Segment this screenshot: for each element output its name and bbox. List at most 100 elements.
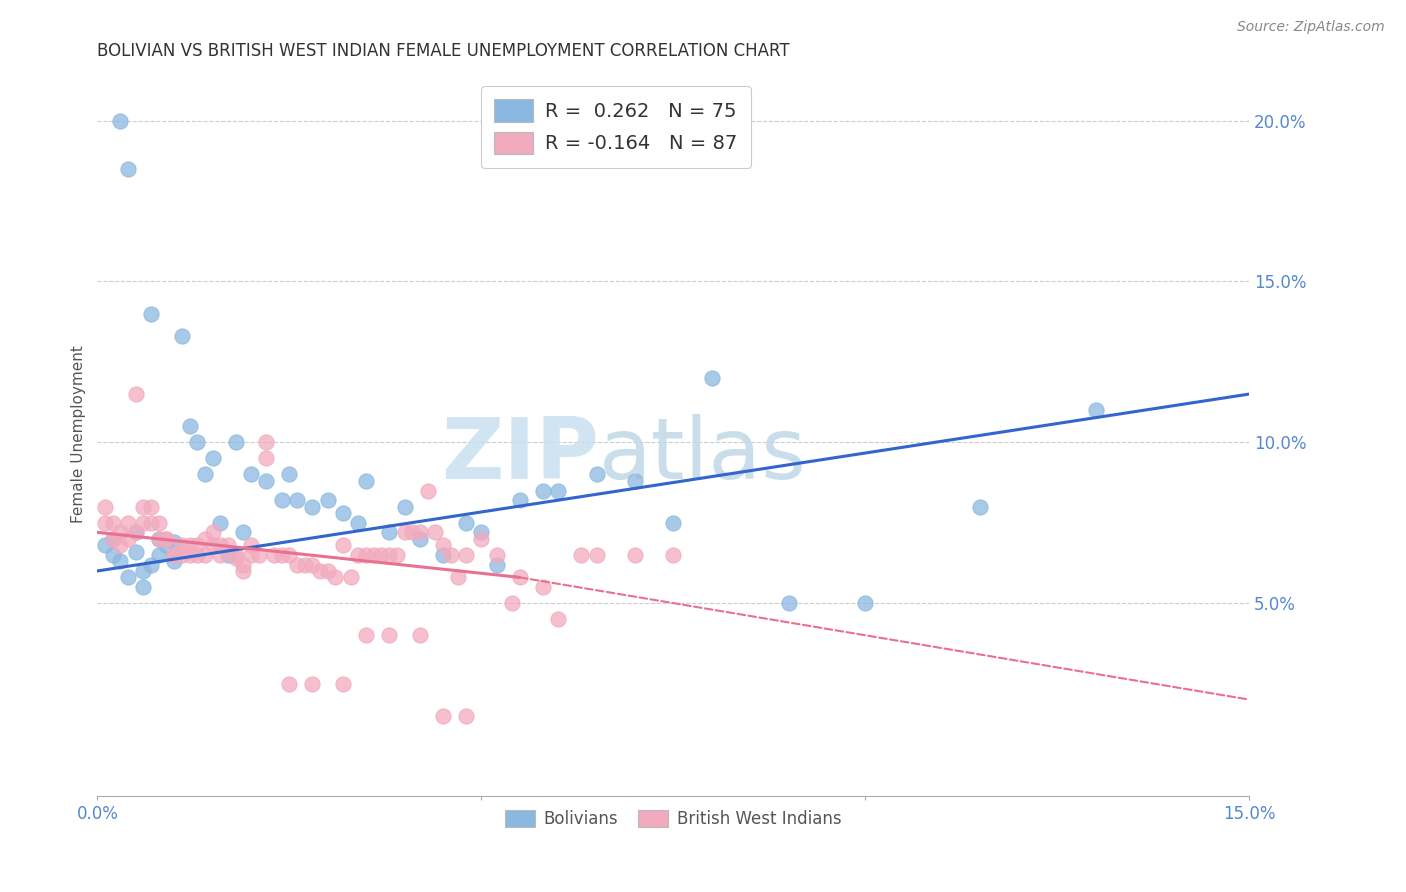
Point <box>285 558 308 572</box>
Point <box>125 525 148 540</box>
Point <box>263 548 285 562</box>
Point <box>309 564 332 578</box>
Point <box>194 532 217 546</box>
Point <box>110 554 132 568</box>
Point <box>225 435 247 450</box>
Point <box>624 548 647 562</box>
Point <box>139 500 162 514</box>
Point <box>325 570 347 584</box>
Point <box>378 548 401 562</box>
Point <box>394 500 416 514</box>
Point <box>194 548 217 562</box>
Point <box>447 570 470 584</box>
Point <box>662 516 685 530</box>
Point <box>332 538 354 552</box>
Point <box>209 538 232 552</box>
Point <box>370 548 392 562</box>
Text: atlas: atlas <box>599 415 807 498</box>
Point <box>547 612 569 626</box>
Point <box>94 500 117 514</box>
Point <box>254 435 277 450</box>
Legend: Bolivians, British West Indians: Bolivians, British West Indians <box>499 804 848 835</box>
Point <box>101 548 124 562</box>
Point <box>416 483 439 498</box>
Point <box>117 161 139 176</box>
Text: Source: ZipAtlas.com: Source: ZipAtlas.com <box>1237 20 1385 34</box>
Point <box>209 516 232 530</box>
Point <box>470 525 492 540</box>
Point <box>509 493 531 508</box>
Point <box>354 474 377 488</box>
Point <box>624 474 647 488</box>
Point <box>239 548 262 562</box>
Point <box>94 516 117 530</box>
Point <box>432 538 454 552</box>
Point <box>170 329 193 343</box>
Point <box>163 535 186 549</box>
Point <box>179 419 201 434</box>
Point <box>969 500 991 514</box>
Point <box>148 548 170 562</box>
Point <box>209 548 232 562</box>
Point <box>294 558 316 572</box>
Point <box>394 525 416 540</box>
Point <box>409 525 432 540</box>
Point <box>332 506 354 520</box>
Point <box>454 708 477 723</box>
Point <box>117 532 139 546</box>
Point <box>254 474 277 488</box>
Point <box>301 500 323 514</box>
Point <box>547 483 569 498</box>
Point <box>170 548 193 562</box>
Point <box>778 596 800 610</box>
Point <box>132 564 155 578</box>
Point <box>285 493 308 508</box>
Point <box>425 525 447 540</box>
Point <box>186 548 208 562</box>
Point <box>217 548 239 562</box>
Point <box>148 516 170 530</box>
Y-axis label: Female Unemployment: Female Unemployment <box>72 345 86 524</box>
Point <box>125 387 148 401</box>
Text: ZIP: ZIP <box>440 415 599 498</box>
Point <box>385 548 408 562</box>
Point <box>225 548 247 562</box>
Point <box>509 570 531 584</box>
Point <box>179 538 201 552</box>
Point <box>110 538 132 552</box>
Point <box>531 580 554 594</box>
Point <box>239 538 262 552</box>
Point <box>139 516 162 530</box>
Point <box>125 544 148 558</box>
Point <box>170 538 193 552</box>
Point <box>148 532 170 546</box>
Point <box>179 548 201 562</box>
Point <box>94 538 117 552</box>
Point <box>470 532 492 546</box>
Point <box>117 516 139 530</box>
Point <box>332 676 354 690</box>
Point <box>339 570 361 584</box>
Point <box>700 371 723 385</box>
Point <box>186 435 208 450</box>
Point <box>201 525 224 540</box>
Point <box>254 451 277 466</box>
Point <box>485 558 508 572</box>
Point <box>531 483 554 498</box>
Point <box>110 525 132 540</box>
Point <box>232 564 254 578</box>
Point <box>278 467 301 482</box>
Point <box>401 525 423 540</box>
Point <box>101 516 124 530</box>
Point <box>139 558 162 572</box>
Point <box>239 467 262 482</box>
Point <box>347 548 370 562</box>
Text: BOLIVIAN VS BRITISH WEST INDIAN FEMALE UNEMPLOYMENT CORRELATION CHART: BOLIVIAN VS BRITISH WEST INDIAN FEMALE U… <box>97 42 790 60</box>
Point <box>378 628 401 642</box>
Point <box>101 532 124 546</box>
Point <box>316 493 339 508</box>
Point <box>270 493 292 508</box>
Point <box>454 516 477 530</box>
Point <box>432 708 454 723</box>
Point <box>432 548 454 562</box>
